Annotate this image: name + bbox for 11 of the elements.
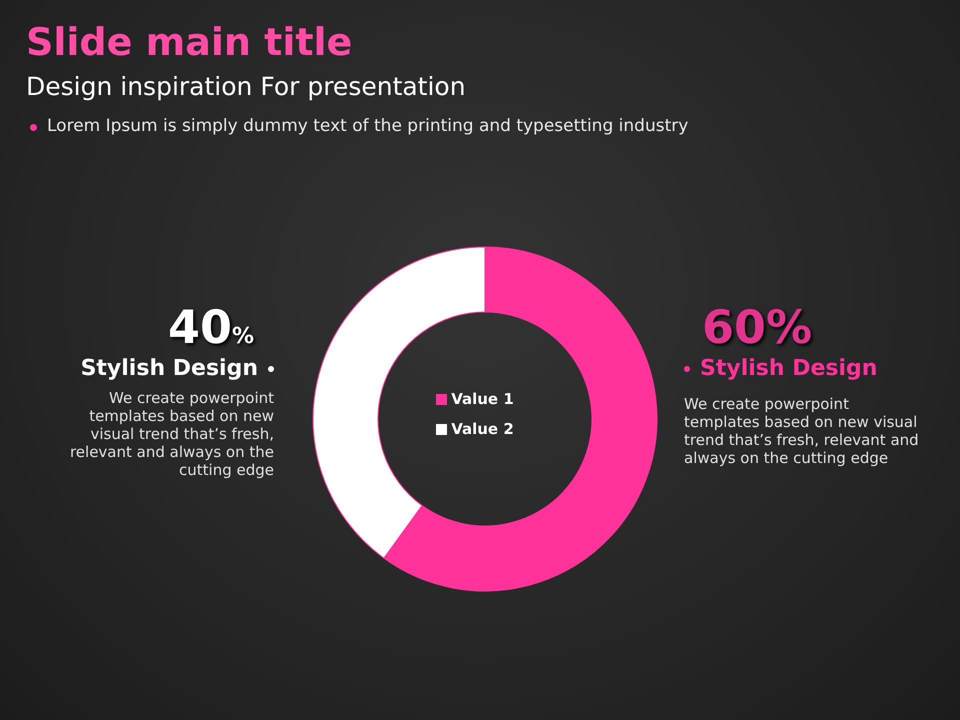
data-label: 60% (702, 300, 812, 354)
legend-label: Value 1 (451, 390, 514, 408)
text: Stylish Design (699, 356, 878, 381)
text: We create powerpoint templates based on new visual trend that’s fresh, relevant and always on the cutting edge (684, 395, 920, 467)
legend-label: Value 2 (451, 420, 514, 438)
chart-subtitle: Design inspiration For presentation (26, 72, 466, 101)
text: Lorem Ipsum is simply dummy text of the printing and typesetting industry (46, 116, 688, 136)
text: Stylish Design (80, 356, 259, 381)
chart-title: Slide main title (26, 20, 352, 64)
data-label: 40% (168, 300, 254, 354)
text: We create powerpoint templates based on new visual trend that’s fresh, relevant and always on the cutting edge (68, 389, 274, 479)
